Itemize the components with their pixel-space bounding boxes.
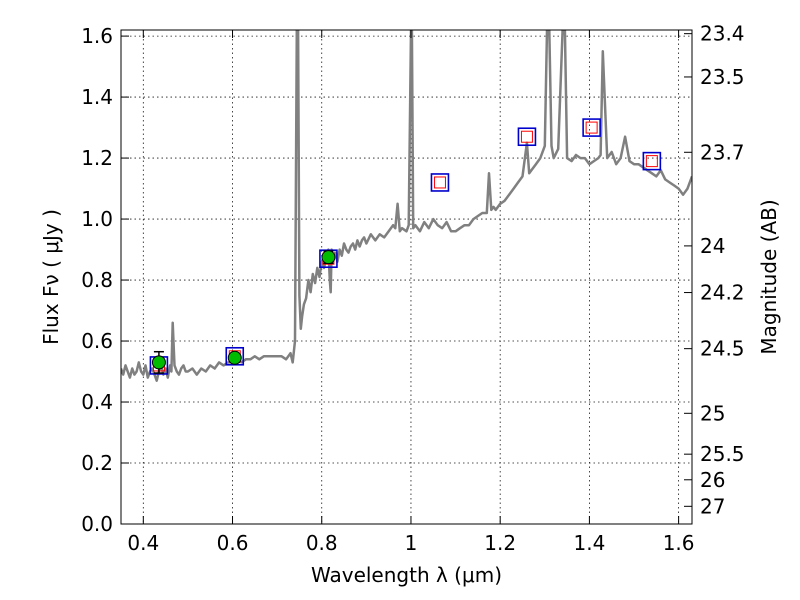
y2-tick-label: 23.4 xyxy=(700,22,745,46)
y2-tick-label: 26 xyxy=(700,468,725,492)
y-tick-label: 0.2 xyxy=(81,451,113,475)
y2-axis-label: Magnitude (AB) xyxy=(757,199,781,354)
y2-tick-label: 23.7 xyxy=(700,140,745,164)
y-tick-label: 1.4 xyxy=(81,85,113,109)
y2-tick-label: 24.5 xyxy=(700,337,745,361)
plot-frame xyxy=(120,29,693,525)
model-square xyxy=(430,173,450,192)
observed-photometry xyxy=(151,250,336,374)
x-tick-label: 1.2 xyxy=(484,531,516,555)
x-tick-label: 0.4 xyxy=(127,531,159,555)
model-square xyxy=(642,151,662,171)
y2-tick-label: 25.5 xyxy=(700,442,745,466)
y2-tick-label: 25 xyxy=(700,401,725,425)
y2-tick-label: 24 xyxy=(700,234,725,258)
y-tick-label: 0.6 xyxy=(81,329,113,353)
x-tick-label: 1.4 xyxy=(573,531,605,555)
y-tick-label: 1.2 xyxy=(81,146,113,170)
y-tick-label: 0.0 xyxy=(81,512,113,536)
y2-tick-label: 23.5 xyxy=(700,65,745,89)
observed-point xyxy=(151,355,166,370)
x-tick-label: 0.8 xyxy=(306,531,338,555)
x-tick-label: 1 xyxy=(405,531,418,555)
model-inner-square xyxy=(585,121,598,134)
y-tick-label: 1.6 xyxy=(81,24,113,48)
y-tick-label: 0.8 xyxy=(81,268,113,292)
model-square xyxy=(517,127,537,147)
model-square xyxy=(582,118,601,137)
y2-tick-label: 27 xyxy=(700,494,725,518)
y-tick-label: 1.0 xyxy=(81,207,113,231)
y2-tick-label: 24.2 xyxy=(700,281,745,305)
model-inner-square xyxy=(520,130,533,143)
y-tick-label: 0.4 xyxy=(81,390,113,414)
x-axis-label: Wavelength λ (μm) xyxy=(311,563,502,587)
sed-model-line xyxy=(121,30,692,382)
axis-ticks: 0.4 0.6 0.8 1 1.2 1.4 1.6 0.0 0.2 0.4 0.6 0.8 1.0 1.2… xyxy=(81,22,744,555)
y-axis-label: Flux Fν ( μJy ) xyxy=(39,209,63,345)
observed-point xyxy=(321,250,336,265)
plot-area xyxy=(121,30,692,382)
observed-point xyxy=(227,350,242,365)
model-inner-square xyxy=(645,155,658,168)
x-tick-label: 0.6 xyxy=(217,531,249,555)
x-tick-label: 1.6 xyxy=(663,531,695,555)
model-inner-square xyxy=(433,176,446,189)
